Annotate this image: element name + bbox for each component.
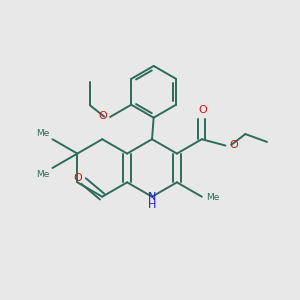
Text: Me: Me [36,169,49,178]
Text: H: H [148,200,157,210]
Text: Me: Me [206,193,219,202]
Text: O: O [229,140,238,150]
Text: N: N [148,192,157,202]
Text: O: O [98,111,107,121]
Text: O: O [198,105,207,115]
Text: Me: Me [36,129,49,138]
Text: O: O [73,173,82,183]
